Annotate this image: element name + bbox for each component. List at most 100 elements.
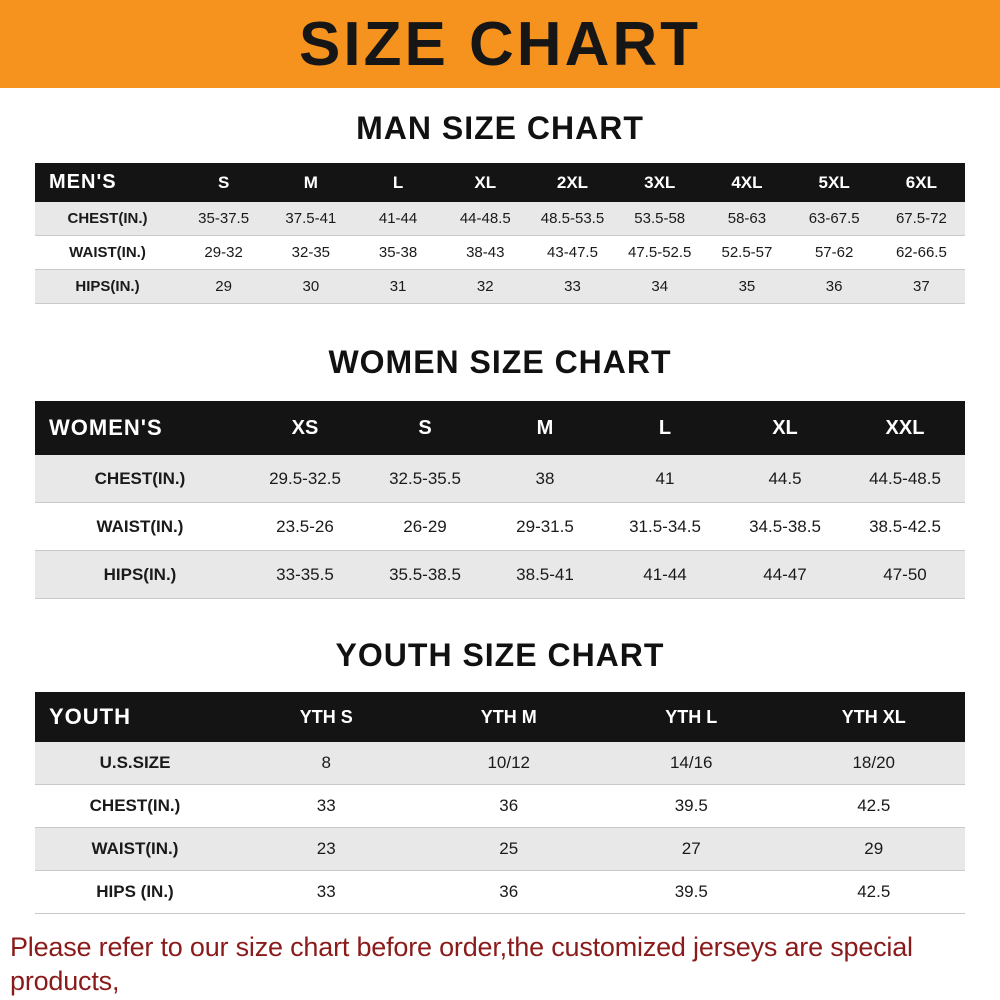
size-column-header: XL xyxy=(725,401,845,455)
size-column-header: L xyxy=(605,401,725,455)
size-column-header: S xyxy=(365,401,485,455)
size-value: 29.5-32.5 xyxy=(269,468,341,488)
size-value: 36 xyxy=(499,796,519,815)
size-value: 63-67.5 xyxy=(808,210,860,227)
women-size-table: WOMEN'S XS S M L XL XXL CHEST(IN.) 29.5-32.5 32.5… xyxy=(35,401,965,599)
size-column-header: YTH XL xyxy=(782,692,965,742)
size-value: 35-38 xyxy=(378,244,418,261)
measurement-label: U.S.SIZE xyxy=(99,753,171,772)
measurement-label: WAIST(IN.) xyxy=(91,839,179,858)
size-value: 47.5-52.5 xyxy=(628,244,692,261)
table-row: CHEST(IN.) 33 36 39.5 42.5 xyxy=(35,784,965,828)
size-value: 38.5-42.5 xyxy=(869,516,941,536)
measurement-label: HIPS (IN.) xyxy=(96,882,174,901)
size-value: 44.5-48.5 xyxy=(869,468,941,488)
size-value: 52.5-57 xyxy=(721,244,773,261)
size-value: 31 xyxy=(389,278,407,295)
size-value: 67.5-72 xyxy=(895,210,947,227)
measurement-label: CHEST(IN.) xyxy=(89,796,181,815)
measurement-label: WAIST(IN.) xyxy=(96,516,184,536)
size-value: 29-31.5 xyxy=(516,516,574,536)
table-title-cell: MEN'S xyxy=(35,163,180,202)
size-value: 41 xyxy=(655,468,675,488)
size-value: 39.5 xyxy=(674,882,708,901)
size-value: 44.5 xyxy=(768,468,802,488)
size-value: 32.5-35.5 xyxy=(389,468,461,488)
size-value: 23 xyxy=(316,839,336,858)
size-value: 35.5-38.5 xyxy=(389,564,461,584)
size-value: 23.5-26 xyxy=(276,516,334,536)
table-row: CHEST(IN.) 29.5-32.5 32.5-35.5 38 41 44.5 44.5… xyxy=(35,455,965,503)
measurement-label: HIPS(IN.) xyxy=(75,278,140,295)
footer-note-line-1: Please refer to our size chart before or… xyxy=(10,932,913,996)
size-value: 38-43 xyxy=(466,244,505,261)
table-row: WAIST(IN.) 23 25 27 29 xyxy=(35,827,965,871)
size-value: 36 xyxy=(825,278,843,295)
size-column-header: XXL xyxy=(845,401,965,455)
table-row: WAIST(IN.) 29-32 32-35 35-38 38-43 43-47.5 47.… xyxy=(35,235,965,270)
size-value: 14/16 xyxy=(669,753,713,772)
size-value: 48.5-53.5 xyxy=(540,210,605,227)
size-column-header: 2XL xyxy=(528,163,617,202)
size-column-header: 5XL xyxy=(790,163,878,202)
size-value: 25 xyxy=(499,839,519,858)
size-value: 32-35 xyxy=(291,244,331,261)
size-column-header: XS xyxy=(245,401,365,455)
size-value: 29 xyxy=(215,278,232,295)
size-value: 44-48.5 xyxy=(459,210,511,227)
size-value: 38.5-41 xyxy=(516,564,574,584)
size-value: 37.5-41 xyxy=(285,210,337,227)
size-value: 43-47.5 xyxy=(547,244,598,261)
women-size-heading: WOMEN SIZE CHART xyxy=(328,344,672,380)
measurement-label: HIPS(IN.) xyxy=(103,564,177,584)
table-title-cell: YOUTH xyxy=(35,692,235,742)
size-value: 38 xyxy=(535,468,555,488)
youth-size-section: YOUTH SIZE CHART YOUTH YTH S YTH M YTH L YTH… xyxy=(0,599,1000,914)
size-value: 30 xyxy=(302,278,320,295)
page-title: SIZE CHART xyxy=(299,9,701,79)
table-row: WAIST(IN.) 23.5-26 26-29 29-31.5 31.5-34.5 34… xyxy=(35,502,965,551)
size-value: 29 xyxy=(864,839,884,858)
size-column-header: 6XL xyxy=(877,163,965,202)
size-value: 58-63 xyxy=(727,210,767,227)
size-value: 18/20 xyxy=(852,753,896,772)
table-row: CHEST(IN.) 35-37.5 37.5-41 41-44 44-48.5 48.5… xyxy=(35,202,965,236)
size-value: 53.5-58 xyxy=(634,210,686,227)
size-value: 35-37.5 xyxy=(198,210,250,227)
size-value: 37 xyxy=(913,278,930,295)
man-size-heading: MAN SIZE CHART xyxy=(356,110,644,146)
size-column-header: YTH L xyxy=(600,692,783,742)
youth-size-heading: YOUTH SIZE CHART xyxy=(335,637,665,673)
size-value: 27 xyxy=(681,839,701,858)
table-row: U.S.SIZE 8 10/12 14/16 18/20 xyxy=(35,742,965,785)
size-value: 34.5-38.5 xyxy=(749,516,821,536)
size-value: 33 xyxy=(316,882,336,901)
size-value: 47-50 xyxy=(883,564,927,584)
size-value: 26-29 xyxy=(403,516,447,536)
size-value: 39.5 xyxy=(674,796,708,815)
size-column-header: L xyxy=(354,163,442,202)
size-value: 33 xyxy=(316,796,336,815)
size-column-header: XL xyxy=(441,163,529,202)
size-column-header: S xyxy=(180,163,268,202)
size-value: 44-47 xyxy=(763,564,807,584)
size-value: 35 xyxy=(738,278,756,295)
size-column-header: 4XL xyxy=(703,163,791,202)
size-column-header: M xyxy=(485,401,605,455)
size-value: 34 xyxy=(651,278,669,295)
size-value: 8 xyxy=(321,753,331,772)
size-column-header: 3XL xyxy=(616,163,704,202)
table-header-row: WOMEN'S XS S M L XL XXL xyxy=(35,401,965,455)
size-column-header: YTH M xyxy=(417,692,600,742)
man-size-section: MAN SIZE CHART MEN'S S M L XL 2XL 3XL 4XL 5XL 6XL… xyxy=(0,88,1000,304)
size-value: 62-66.5 xyxy=(895,244,947,261)
size-column-header: YTH S xyxy=(235,692,418,742)
footer-note: Please refer to our size chart before or… xyxy=(10,930,1000,1000)
youth-size-table: YOUTH YTH S YTH M YTH L YTH XL U.S.SIZE 8 10/12… xyxy=(35,692,965,914)
size-value: 33-35.5 xyxy=(276,564,334,584)
table-row: HIPS(IN.) 29 30 31 32 33 34 35 36 37 xyxy=(35,269,965,304)
size-value: 29-32 xyxy=(204,244,243,261)
measurement-label: CHEST(IN.) xyxy=(94,468,186,488)
measurement-label: WAIST(IN.) xyxy=(69,244,146,261)
table-row: HIPS(IN.) 33-35.5 35.5-38.5 38.5-41 41-44 44-… xyxy=(35,550,965,599)
